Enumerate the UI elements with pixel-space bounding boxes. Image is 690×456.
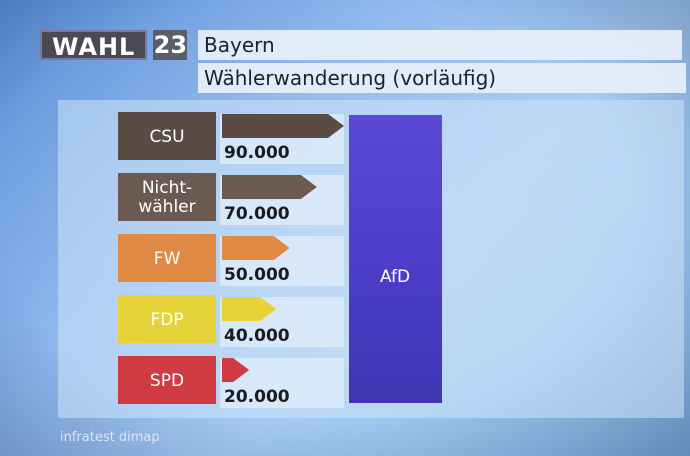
value-label-2: 50.000 <box>224 265 290 285</box>
logo-year: 23 <box>153 30 188 60</box>
party-box-0 <box>118 112 216 160</box>
party-label-1: Nicht-wähler <box>138 178 195 217</box>
flow-arrow-0 <box>222 114 344 138</box>
party-label-3: FDP <box>150 310 183 330</box>
logo-wahl-text: WAHL <box>40 30 148 61</box>
party-label-4: SPD <box>150 371 184 391</box>
page-title: Bayern <box>198 30 682 60</box>
party-box-2 <box>118 234 216 282</box>
target-bar-afd <box>349 115 442 403</box>
flow-arrow-1 <box>222 175 317 199</box>
flow-arrow-4 <box>222 358 250 382</box>
party-box-4 <box>118 356 216 404</box>
target-label-afd: AfD <box>380 267 410 287</box>
source-credit: infratest dimap <box>60 430 160 445</box>
value-label-0: 90.000 <box>224 143 290 163</box>
value-label-4: 20.000 <box>224 387 290 407</box>
page-subtitle: Wählerwanderung (vorläufig) <box>198 63 686 93</box>
flow-arrow-2 <box>222 236 290 260</box>
party-box-1 <box>118 173 216 221</box>
value-label-1: 70.000 <box>224 204 290 224</box>
party-box-3 <box>118 295 216 343</box>
party-label-0: CSU <box>149 127 184 147</box>
flow-arrow-3 <box>222 297 277 321</box>
party-label-2: FW <box>154 249 181 269</box>
value-label-3: 40.000 <box>224 326 290 346</box>
wahl-logo: WAHL 23 <box>40 30 188 61</box>
